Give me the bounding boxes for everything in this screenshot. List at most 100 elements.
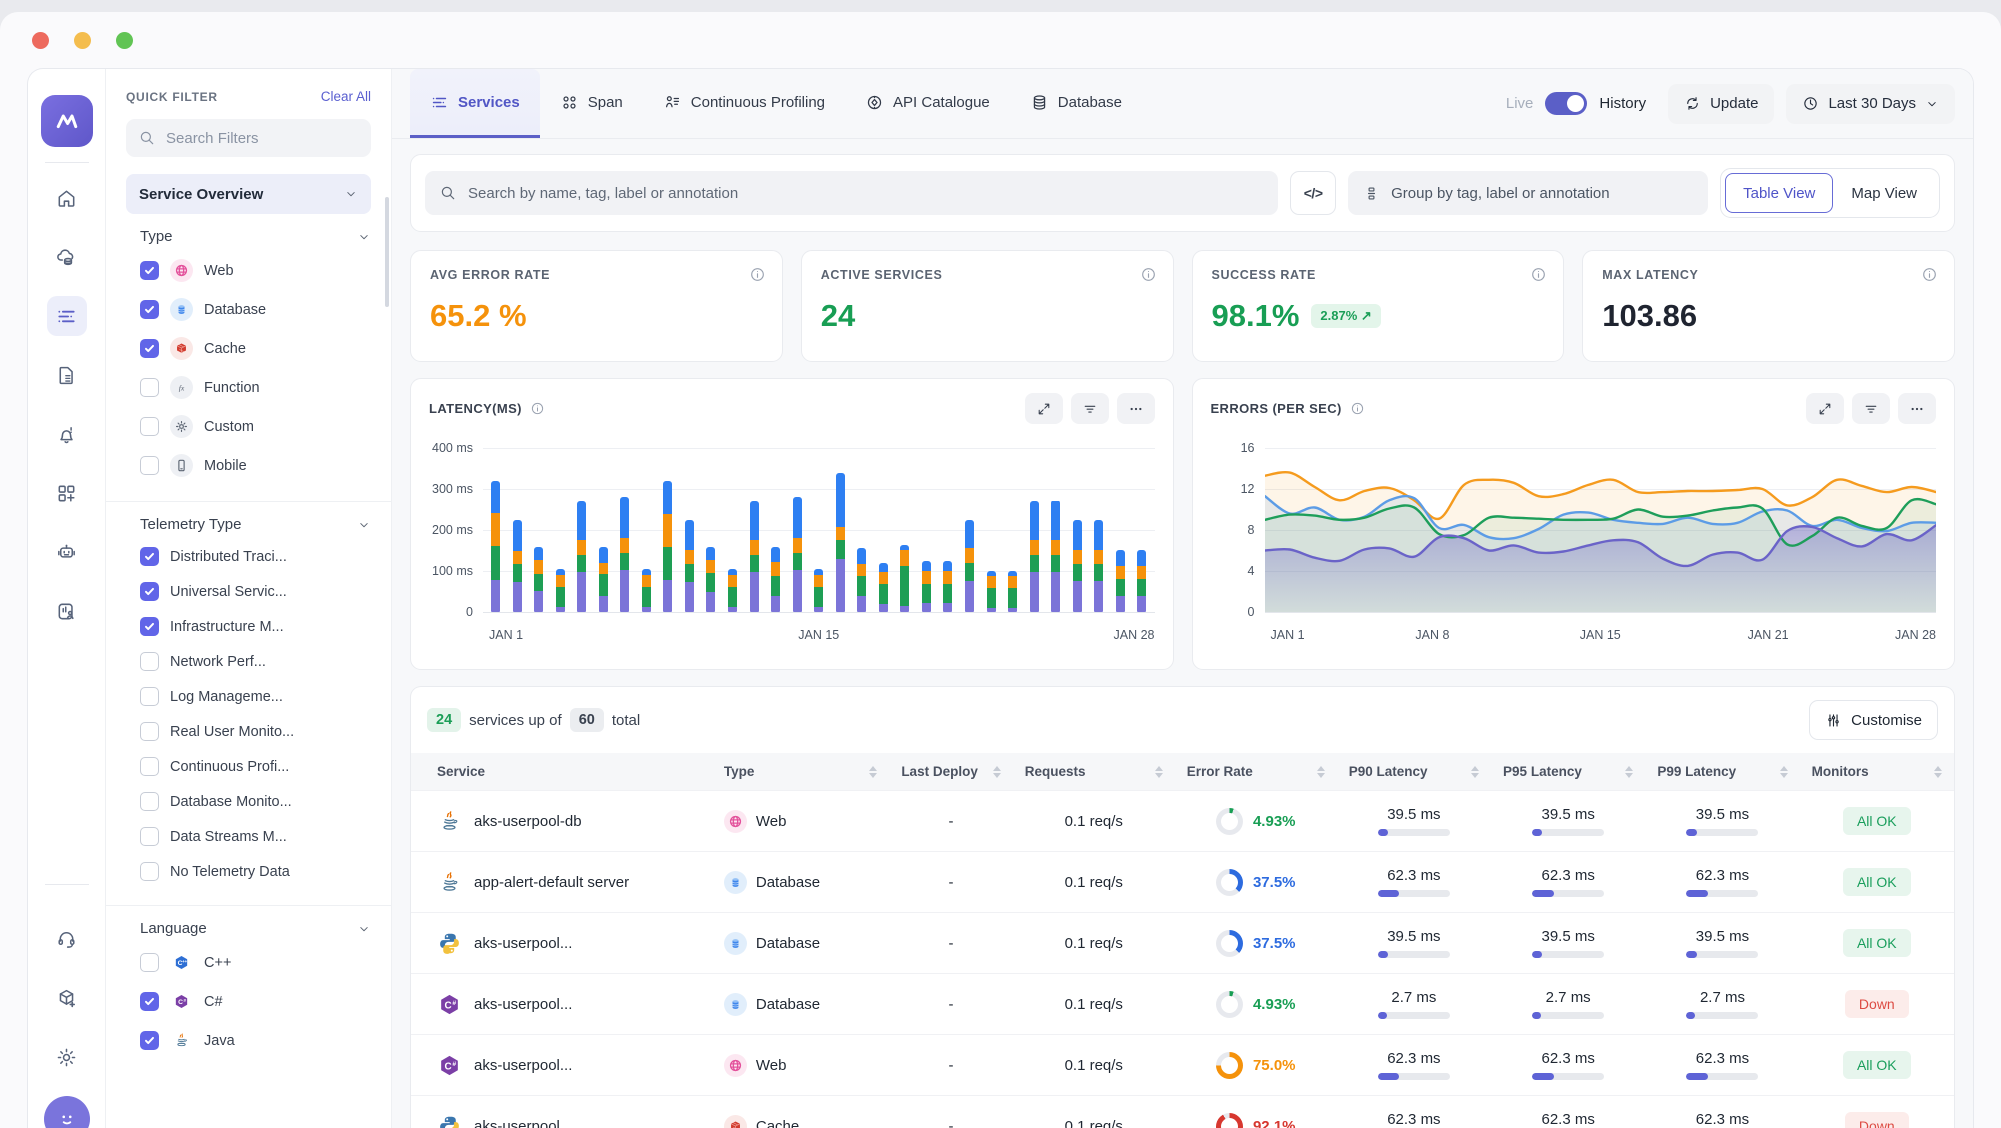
column-header-error-rate[interactable]: Error Rate xyxy=(1174,753,1337,791)
filter-item-universal-servic-[interactable]: Universal Servic... xyxy=(140,574,371,609)
checkbox[interactable] xyxy=(140,687,159,706)
info-icon[interactable] xyxy=(1140,266,1157,283)
service-search-input[interactable]: Search by name, tag, label or annotation xyxy=(425,171,1279,215)
usage-icon[interactable] xyxy=(47,591,87,631)
sort-icon[interactable] xyxy=(869,765,878,778)
checkbox[interactable] xyxy=(140,300,159,319)
filter-group-header[interactable]: Type xyxy=(140,228,371,245)
column-header-requests[interactable]: Requests xyxy=(1012,753,1175,791)
more-icon[interactable] xyxy=(1116,393,1155,424)
checkbox[interactable] xyxy=(140,757,159,776)
checkbox[interactable] xyxy=(140,792,159,811)
table-row[interactable]: app-alert-default server Database - 0.1 … xyxy=(411,851,1954,913)
query-code-button[interactable]: </> xyxy=(1290,171,1337,215)
latency-bar[interactable] xyxy=(555,568,565,612)
latency-bar[interactable] xyxy=(986,571,996,612)
table-row[interactable]: aks-userpool... Database - 0.1 req/s 37.… xyxy=(411,912,1954,974)
sort-icon[interactable] xyxy=(1625,765,1634,778)
sort-icon[interactable] xyxy=(1154,765,1163,778)
latency-bar[interactable] xyxy=(792,497,802,612)
section-service-overview[interactable]: Service Overview xyxy=(126,174,371,214)
services-icon[interactable] xyxy=(46,296,87,336)
group-by-button[interactable]: Group by tag, label or annotation xyxy=(1348,171,1709,215)
logs-icon[interactable] xyxy=(47,355,87,395)
checkbox[interactable] xyxy=(140,827,159,846)
filter-item-mobile[interactable]: Mobile xyxy=(140,446,371,485)
info-icon[interactable] xyxy=(1350,401,1365,416)
checkbox[interactable] xyxy=(140,1031,159,1050)
latency-bar[interactable] xyxy=(1137,549,1147,612)
info-icon[interactable] xyxy=(749,266,766,283)
latency-bar[interactable] xyxy=(706,547,716,612)
filter-icon[interactable] xyxy=(1852,393,1890,424)
assistant-icon[interactable] xyxy=(47,532,87,572)
column-header-p99-latency[interactable]: P99 Latency xyxy=(1645,753,1800,791)
settings-icon[interactable] xyxy=(47,1037,87,1077)
latency-bar[interactable] xyxy=(1008,571,1018,612)
table-row[interactable]: aks-userpool-db Web - 0.1 req/s 4.93% 39… xyxy=(411,790,1954,852)
filter-item-custom[interactable]: Custom xyxy=(140,407,371,446)
latency-bar[interactable] xyxy=(534,547,544,612)
latency-bar[interactable] xyxy=(749,501,759,612)
column-header-type[interactable]: Type xyxy=(711,753,890,791)
errors-line-plot[interactable] xyxy=(1264,448,1936,613)
filter-item-network-perf-[interactable]: Network Perf... xyxy=(140,644,371,679)
latency-bar[interactable] xyxy=(814,568,824,612)
checkbox[interactable] xyxy=(140,456,159,475)
sort-icon[interactable] xyxy=(1316,765,1325,778)
tab-continuous-profiling[interactable]: Continuous Profiling xyxy=(643,69,845,138)
checkbox[interactable] xyxy=(140,378,159,397)
checkbox[interactable] xyxy=(140,722,159,741)
tab-span[interactable]: Span xyxy=(540,69,643,138)
latency-bar[interactable] xyxy=(598,547,608,612)
live-history-toggle[interactable] xyxy=(1545,92,1588,115)
column-header-service[interactable]: Service xyxy=(411,753,712,791)
checkbox[interactable] xyxy=(140,617,159,636)
filter-group-header[interactable]: Telemetry Type xyxy=(140,516,371,533)
sort-icon[interactable] xyxy=(1934,765,1942,778)
integrations-icon[interactable] xyxy=(47,237,87,277)
tab-api-catalogue[interactable]: API Catalogue xyxy=(845,69,1010,138)
minimize-window-button[interactable] xyxy=(74,31,91,49)
latency-bar[interactable] xyxy=(835,472,845,612)
service-name[interactable]: aks-userpool... xyxy=(474,934,573,952)
checkbox[interactable] xyxy=(140,992,159,1011)
time-range-button[interactable]: Last 30 Days xyxy=(1786,83,1955,124)
latency-bar[interactable] xyxy=(771,547,781,612)
info-icon[interactable] xyxy=(1530,266,1547,283)
latency-bar[interactable] xyxy=(1094,519,1104,612)
alerts-icon[interactable] xyxy=(47,414,87,454)
latency-bar[interactable] xyxy=(491,480,500,612)
filter-item-database[interactable]: Database xyxy=(140,290,371,329)
filter-item-infrastructure-m-[interactable]: Infrastructure M... xyxy=(140,609,371,644)
tab-database[interactable]: Database xyxy=(1010,69,1142,138)
checkbox[interactable] xyxy=(140,953,159,972)
scrollbar-thumb[interactable] xyxy=(385,197,389,307)
checkbox[interactable] xyxy=(140,339,159,358)
filter-item-real-user-monito-[interactable]: Real User Monito... xyxy=(140,714,371,749)
sort-icon[interactable] xyxy=(1779,765,1788,778)
sort-icon[interactable] xyxy=(992,765,1001,778)
service-name[interactable]: aks-userpool-db xyxy=(474,812,582,830)
filter-search-input[interactable]: Search Filters xyxy=(126,119,371,157)
checkbox[interactable] xyxy=(140,582,159,601)
checkbox[interactable] xyxy=(140,547,159,566)
filter-icon[interactable] xyxy=(1070,393,1109,424)
filter-item-c#[interactable]: C # C# xyxy=(140,982,371,1021)
latency-bar[interactable] xyxy=(641,568,651,612)
checkbox[interactable] xyxy=(140,862,159,881)
latency-bar[interactable] xyxy=(1072,519,1082,612)
table-row[interactable]: C # aks-userpool... Database - 0.1 req/s 4… xyxy=(411,973,1954,1035)
filter-item-data-streams-m-[interactable]: Data Streams M... xyxy=(140,819,371,854)
filter-item-java[interactable]: Java xyxy=(140,1021,371,1060)
latency-bar[interactable] xyxy=(878,562,888,612)
latency-bar[interactable] xyxy=(620,497,630,612)
filter-item-database-monito-[interactable]: Database Monito... xyxy=(140,784,371,819)
column-header-monitors[interactable]: Monitors xyxy=(1799,753,1954,791)
sort-icon[interactable] xyxy=(1471,765,1480,778)
brand-logo[interactable] xyxy=(40,95,93,147)
latency-bar-plot[interactable] xyxy=(483,448,1155,613)
column-header-p95-latency[interactable]: P95 Latency xyxy=(1491,753,1646,791)
table-row[interactable]: C # aks-userpool... Web - 0.1 req/s 75.0% … xyxy=(411,1034,1954,1096)
customise-button[interactable]: Customise xyxy=(1809,700,1938,740)
